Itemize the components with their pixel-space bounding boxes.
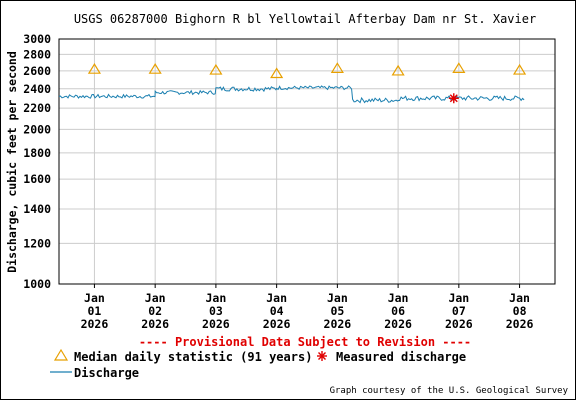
x-tick-label: Jan <box>509 291 530 305</box>
x-tick-label: Jan <box>266 291 287 305</box>
x-tick-label: 2026 <box>506 317 534 331</box>
x-tick-label: 07 <box>452 304 466 318</box>
x-tick-label: 2026 <box>263 317 291 331</box>
y-tick-label: 1000 <box>23 277 51 291</box>
x-tick-label: 2026 <box>324 317 352 331</box>
plot-border <box>58 38 556 285</box>
y-tick-label: 1400 <box>23 202 51 216</box>
median-point <box>148 63 162 74</box>
y-tick-label: 2600 <box>23 64 51 78</box>
chart-title: USGS 06287000 Bighorn R bl Yellowtail Af… <box>74 12 536 26</box>
y-tick-label: 2400 <box>23 82 51 96</box>
x-tick-label: 05 <box>330 304 344 318</box>
x-tick-label: Jan <box>388 291 409 305</box>
x-tick-label: Jan <box>145 291 166 305</box>
median-point <box>452 62 466 73</box>
median-point <box>87 63 101 74</box>
median-point <box>513 63 527 75</box>
x-tick-label: 02 <box>148 304 162 318</box>
x-tick-label: 2026 <box>384 317 412 331</box>
y-axis-label: Discharge, cubic feet per second <box>5 51 19 273</box>
measured-legend-marker <box>317 351 327 361</box>
y-tick-label: 2000 <box>23 122 51 136</box>
plot-area: 1000 1200 1400 1600 1800 2000 2200 2400 2600 2800… <box>23 32 556 331</box>
x-tick-label: 08 <box>513 304 527 318</box>
x-tick-label: Jan <box>448 291 469 305</box>
legend: Median daily statistic (91 years) Measur… <box>50 348 466 380</box>
credit-text: Graph courtesy of the U.S. Geological Su… <box>330 386 569 396</box>
legend-median-label: Median daily statistic (91 years) <box>74 350 312 364</box>
x-tick-label: Jan <box>206 291 227 305</box>
median-legend-marker <box>53 348 69 361</box>
x-tick-label: 2026 <box>202 317 230 331</box>
legend-measured-label: Measured discharge <box>336 350 466 364</box>
x-tick-label: Jan <box>327 291 348 305</box>
median-point <box>330 62 344 73</box>
median-point <box>270 67 284 79</box>
legend-discharge-label: Discharge <box>74 366 139 380</box>
x-tick-label: 2026 <box>445 317 473 331</box>
x-tick-label: Jan <box>84 291 105 305</box>
measured-point <box>448 93 459 104</box>
x-tick-label: 06 <box>391 304 405 318</box>
x-tick-label: 04 <box>270 304 284 318</box>
provisional-note: ---- Provisional Data Subject to Revisio… <box>139 335 471 349</box>
y-tick-label: 2200 <box>23 101 51 115</box>
median-point <box>391 64 405 76</box>
x-tick-label: 2026 <box>81 317 109 331</box>
y-tick-label: 1200 <box>23 236 51 250</box>
x-tick-label: 2026 <box>141 317 169 331</box>
x-tick-label: 03 <box>209 304 223 318</box>
median-point <box>209 63 223 75</box>
y-tick-label: 2800 <box>23 47 51 61</box>
discharge-line <box>58 85 525 104</box>
y-tick-label: 1800 <box>23 146 51 160</box>
x-tick-label: 01 <box>87 304 101 318</box>
y-tick-label: 3000 <box>23 32 51 46</box>
y-tick-label: 1600 <box>23 172 51 186</box>
